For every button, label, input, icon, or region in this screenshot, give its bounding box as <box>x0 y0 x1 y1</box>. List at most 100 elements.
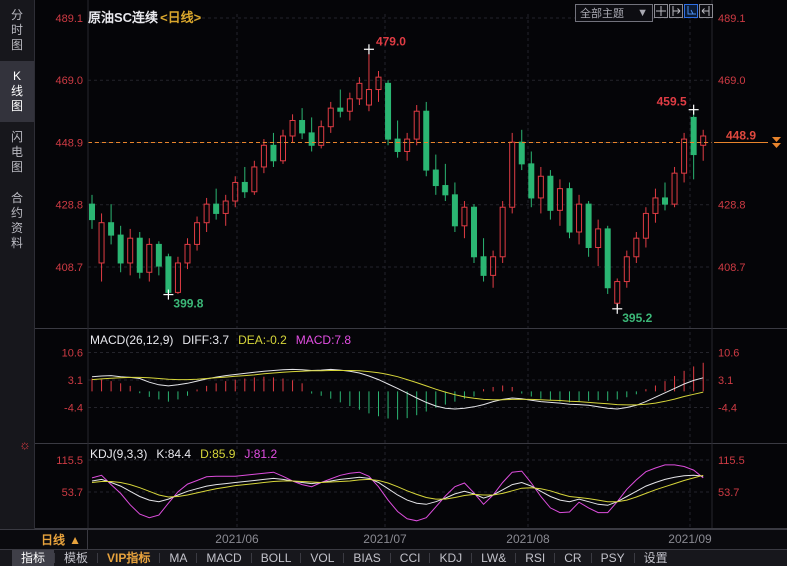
panel-borders <box>35 0 787 529</box>
axis-left-icon <box>672 6 681 16</box>
toolbar-item-template[interactable]: 模板 <box>64 551 89 565</box>
axis-right-button[interactable] <box>699 4 713 18</box>
axis-right-icon <box>701 6 710 16</box>
chevron-down-icon: ▼ <box>637 7 648 19</box>
x-axis-label: 2021/06 <box>215 532 259 546</box>
x-axis-label: 2021/09 <box>668 532 712 546</box>
kdj-k-value: K:84.4 <box>156 447 192 461</box>
toolbar-item-vip-indicator[interactable]: VIP指标 <box>107 551 151 565</box>
pan-cross-icon <box>656 6 666 16</box>
pan-tool-button[interactable] <box>654 4 668 18</box>
svg-text:115.5: 115.5 <box>56 455 83 467</box>
svg-text:489.1: 489.1 <box>55 13 83 25</box>
svg-text:448.9: 448.9 <box>726 128 756 142</box>
svg-text:3.1: 3.1 <box>68 375 83 387</box>
svg-text:428.8: 428.8 <box>55 200 83 212</box>
toolbar-divider <box>250 553 252 563</box>
sidebar-tab-contract-info[interactable]: 合约资料 <box>10 191 23 250</box>
svg-text:459.5: 459.5 <box>657 95 687 109</box>
kdj-name: KDJ(9,3,3) <box>90 447 148 461</box>
svg-text:408.7: 408.7 <box>718 262 746 274</box>
svg-text:53.7: 53.7 <box>62 487 83 499</box>
toolbar-divider <box>97 553 99 563</box>
svg-text:489.1: 489.1 <box>718 13 746 25</box>
toolbar-divider <box>590 553 592 563</box>
macd-panel <box>91 362 704 420</box>
period-label: 日线 <box>41 533 66 547</box>
toolbar-item-cci[interactable]: CCI <box>399 551 421 565</box>
axis-labels: 489.1 489.1 469.0 469.0 448.9 428.8 428.8 408.7… <box>55 13 745 499</box>
toolbar-divider <box>343 553 345 563</box>
toolbar-item-vol[interactable]: VOL <box>310 551 335 565</box>
axis-scale-button[interactable] <box>684 4 698 18</box>
svg-text:53.7: 53.7 <box>718 487 739 499</box>
svg-text:469.0: 469.0 <box>718 75 746 87</box>
toolbar-item-settings[interactable]: 设置 <box>643 551 668 565</box>
svg-text:469.0: 469.0 <box>55 75 83 87</box>
svg-text:-4.4: -4.4 <box>64 403 83 415</box>
chart-title: 原油SC连续 <日线> <box>88 7 201 26</box>
x-axis-row: 日线 ▲ 2021/06 2021/07 2021/08 2021/09 <box>0 529 787 549</box>
x-axis-label: 2021/07 <box>363 532 407 546</box>
macd-diff-value: DIFF:3.7 <box>182 333 230 347</box>
toolbar-divider <box>300 553 302 563</box>
candlestick-series <box>89 49 707 309</box>
toolbar-divider <box>159 553 161 563</box>
svg-text:-4.4: -4.4 <box>718 403 737 415</box>
toolbar-divider <box>196 553 198 563</box>
svg-text:10.6: 10.6 <box>718 347 739 359</box>
toolbar-item-cr[interactable]: CR <box>564 551 582 565</box>
sidebar-tab-time-chart[interactable]: 分时图 <box>10 8 23 52</box>
svg-text:448.9: 448.9 <box>55 137 83 149</box>
chart-canvas[interactable]: 489.1 489.1 469.0 469.0 448.9 428.8 428.8 408.7… <box>35 0 787 549</box>
kdj-header: KDJ(9,3,3) K:84.4 D:85.9 J:81.2 <box>90 447 286 461</box>
toolbar-divider <box>515 553 517 563</box>
svg-text:3.1: 3.1 <box>718 375 733 387</box>
toolbar-item-psy[interactable]: PSY <box>600 551 625 565</box>
theme-dropdown[interactable]: 全部主题 ▼ <box>575 4 653 22</box>
axis-scale-icon <box>687 6 696 15</box>
macd-dea-value: DEA:-0.2 <box>238 333 287 347</box>
svg-text:479.0: 479.0 <box>376 34 406 48</box>
period-tag: <日线> <box>160 10 202 25</box>
price-annotations: 479.0 459.5 399.8 395.2 <box>163 34 699 325</box>
toolbar-item-indicator[interactable]: 指标 <box>12 550 55 566</box>
indicator-toolbar: 指标 模板 VIP指标 MA MACD BOLL VOL BIAS CCI KDJ LW& RSI CR… <box>0 549 787 566</box>
svg-text:408.7: 408.7 <box>55 262 83 274</box>
kdj-panel <box>91 464 704 522</box>
toolbar-item-bias[interactable]: BIAS <box>353 551 381 565</box>
toolbar-item-rsi[interactable]: RSI <box>525 551 546 565</box>
sidebar-tab-lightning-chart[interactable]: 闪电图 <box>10 130 23 174</box>
svg-text:10.6: 10.6 <box>62 347 83 359</box>
kdj-d-value: D:85.9 <box>200 447 236 461</box>
alarm-icon[interactable]: ☼ <box>19 437 31 452</box>
macd-name: MACD(26,12,9) <box>90 333 174 347</box>
svg-text:395.2: 395.2 <box>622 311 652 325</box>
svg-text:399.8: 399.8 <box>173 297 203 311</box>
toolbar-item-kdj[interactable]: KDJ <box>439 551 463 565</box>
toolbar-item-boll[interactable]: BOLL <box>260 551 292 565</box>
svg-text:428.8: 428.8 <box>718 200 746 212</box>
toolbar-divider <box>54 553 56 563</box>
toolbar-divider <box>554 553 556 563</box>
macd-header: MACD(26,12,9) DIFF:3.7 DEA:-0.2 MACD:7.8 <box>90 333 360 347</box>
toolbar-item-ma[interactable]: MA <box>169 551 188 565</box>
triangle-up-icon: ▲ <box>69 532 81 547</box>
toolbar-divider <box>471 553 473 563</box>
current-price-line: 448.9 <box>88 128 781 148</box>
toolbar-item-lw[interactable]: LW& <box>481 551 507 565</box>
macd-value: MACD:7.8 <box>295 333 352 347</box>
toolbar-item-macd[interactable]: MACD <box>206 551 242 565</box>
toolbar-divider <box>389 553 391 563</box>
toolbar-divider <box>633 553 635 563</box>
period-selector[interactable]: 日线 ▲ <box>35 530 88 549</box>
axis-left-button[interactable] <box>669 4 683 18</box>
toolbar-divider <box>429 553 431 563</box>
kdj-j-value: J:81.2 <box>244 447 278 461</box>
x-axis-label: 2021/08 <box>506 532 550 546</box>
symbol-name: 原油SC连续 <box>88 10 159 25</box>
theme-dropdown-label: 全部主题 <box>580 8 624 20</box>
